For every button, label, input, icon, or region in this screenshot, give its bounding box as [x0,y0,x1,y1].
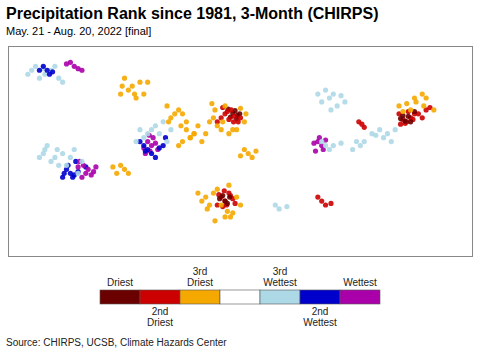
svg-text:Driest: Driest [107,277,133,288]
html-text:Precipitation Rank since 1981,: Precipitation Rank since 1981, 3-Month (… [6,5,379,22]
svg-text:2ndWettest: 2ndWettest [303,306,337,328]
html-text:May. 21 - Aug. 20, 2022 [final: May. 21 - Aug. 20, 2022 [final] [6,25,152,37]
svg-text:Wettest: Wettest [343,277,377,288]
svg-text:3rdWettest: 3rdWettest [263,266,297,288]
svg-text:3rdDriest: 3rdDriest [187,266,213,288]
svg-text:2ndDriest: 2ndDriest [147,306,173,328]
html-text:Source: CHIRPS, UCSB, Climate: Source: CHIRPS, UCSB, Climate Hazards Ce… [6,337,227,348]
